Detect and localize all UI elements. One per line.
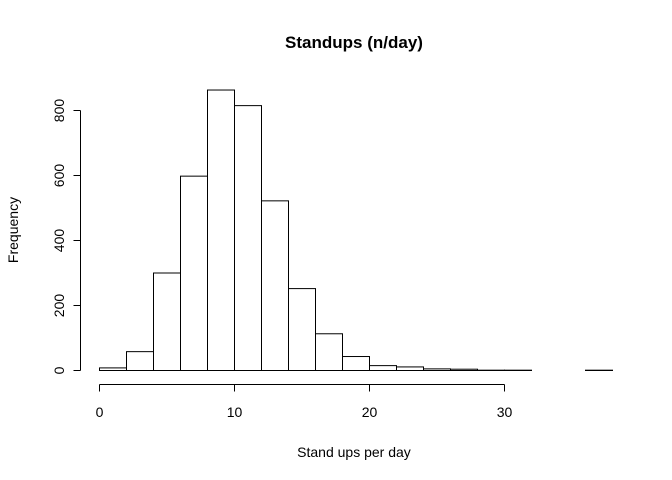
y-tick-label: 200 bbox=[51, 294, 67, 318]
histogram-bar bbox=[369, 365, 397, 371]
histogram-bar bbox=[234, 105, 262, 371]
x-tick-label: 0 bbox=[96, 404, 104, 420]
histogram-bar bbox=[261, 200, 289, 371]
y-tick-label: 800 bbox=[51, 99, 67, 123]
bars-layer bbox=[99, 89, 613, 372]
histogram-bar bbox=[423, 368, 451, 371]
histogram-bar bbox=[153, 272, 181, 371]
histogram-bar bbox=[315, 333, 343, 371]
y-axis-label: Frequency bbox=[5, 197, 21, 263]
y-tick-label: 600 bbox=[51, 164, 67, 188]
x-axis: 0 10 20 30 bbox=[96, 384, 513, 420]
y-tick-label: 400 bbox=[51, 229, 67, 253]
histogram-bar bbox=[126, 351, 154, 371]
x-tick-label: 10 bbox=[227, 404, 243, 420]
chart-title: Standups (n/day) bbox=[285, 33, 423, 52]
histogram-bar bbox=[99, 367, 127, 371]
y-axis: 0 200 400 600 800 bbox=[51, 99, 81, 374]
x-tick-label: 20 bbox=[362, 404, 378, 420]
histogram-bar bbox=[180, 175, 208, 371]
histogram-bar bbox=[450, 368, 478, 372]
y-tick-label: 0 bbox=[51, 366, 67, 374]
x-axis-label: Stand ups per day bbox=[297, 444, 411, 460]
histogram-bar bbox=[396, 366, 424, 371]
x-tick-label: 30 bbox=[497, 404, 513, 420]
histogram-bar bbox=[342, 356, 370, 371]
histogram-bar bbox=[207, 89, 235, 372]
histogram-bar bbox=[288, 288, 316, 372]
